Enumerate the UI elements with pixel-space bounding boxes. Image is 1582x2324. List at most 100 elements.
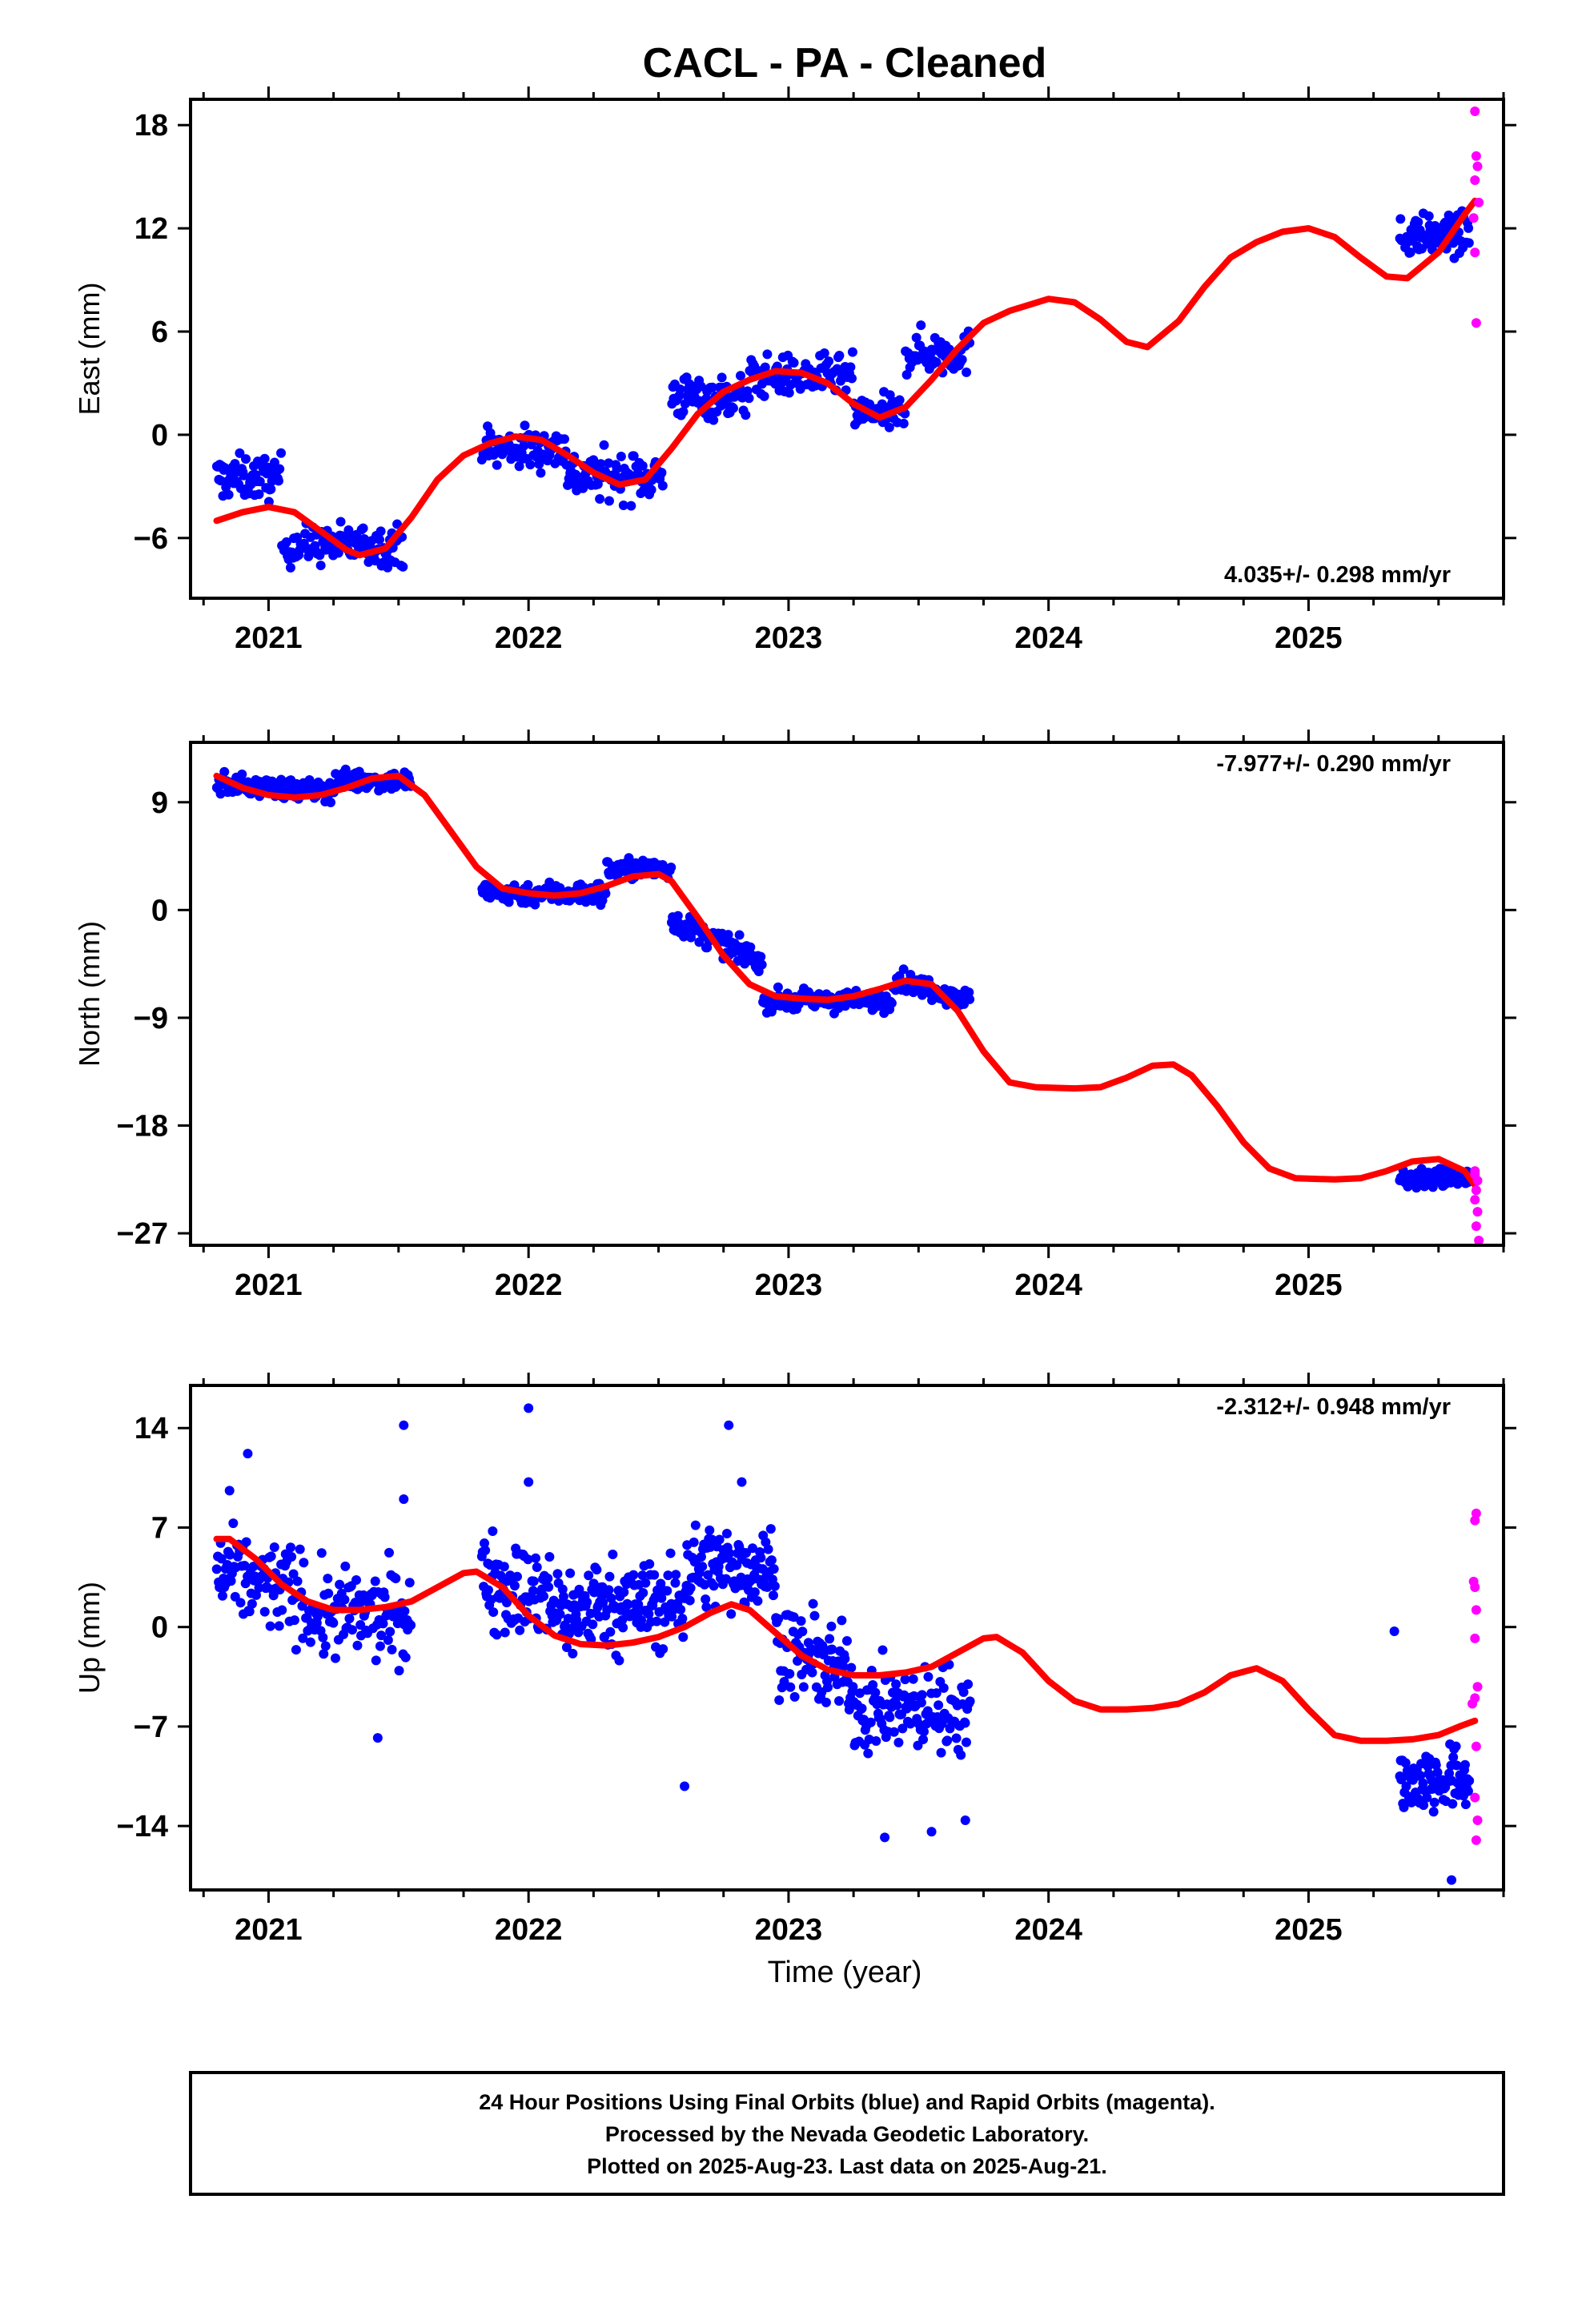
east-final-point (275, 464, 285, 474)
up-rapid-point (1468, 1699, 1478, 1709)
up-final-point (614, 1655, 624, 1666)
up-final-point (488, 1607, 499, 1618)
north-rapid-point (1471, 1221, 1481, 1232)
north-final-point (340, 764, 351, 774)
east-rate-label: 4.035+/- 0.298 mm/yr (1224, 562, 1451, 588)
up-final-point (685, 1595, 695, 1606)
up-final-point (1448, 1752, 1459, 1763)
up-final-point (289, 1615, 299, 1626)
footer-line-1: 24 Hour Positions Using Final Orbits (bl… (479, 2090, 1215, 2114)
up-final-point (528, 1586, 538, 1596)
east-final-point (911, 332, 921, 343)
up-final-point (1463, 1786, 1473, 1796)
up-final-point (561, 1642, 572, 1652)
east-final-point (628, 451, 639, 461)
up-final-point (558, 1591, 568, 1602)
east-final-points (211, 206, 1474, 573)
up-final-point (543, 1574, 553, 1584)
east-panel: 2021 2022 2023 2024 2025 −6 0 6 12 18 East (mm) 4.0… (73, 86, 1516, 655)
up-final-point (288, 1569, 299, 1579)
up-final-point (391, 1573, 401, 1583)
east-rapid-point (1471, 151, 1481, 161)
east-ytick-label: −6 (134, 522, 168, 556)
up-final-point (785, 1669, 795, 1679)
up-final-point (500, 1627, 510, 1638)
up-rapid-point (1472, 1815, 1483, 1826)
north-final-point (757, 959, 767, 970)
up-final-point (1429, 1797, 1439, 1807)
up-final-point (1447, 1799, 1458, 1809)
up-final-point (644, 1609, 654, 1619)
north-final-point (1411, 1183, 1422, 1193)
east-rapid-point (1474, 197, 1484, 207)
up-final-point (269, 1542, 279, 1553)
up-final-point (286, 1542, 296, 1553)
east-final-point (728, 403, 738, 413)
up-final-point (707, 1534, 717, 1545)
up-final-point (749, 1587, 760, 1598)
footer-box: 24 Hour Positions Using Final Orbits (bl… (189, 2071, 1505, 2196)
up-final-point (1400, 1758, 1411, 1768)
up-rapid-point (1471, 1741, 1481, 1751)
up-final-point (555, 1609, 565, 1619)
up-xtick-label: 2022 (495, 1913, 563, 1947)
up-final-point (372, 1733, 383, 1743)
up-final-point (1447, 1875, 1457, 1885)
up-rapid-point (1470, 1792, 1480, 1803)
east-final-point (595, 493, 605, 504)
plot-title: CACL - PA - Cleaned (643, 40, 1047, 86)
east-final-point (916, 320, 926, 331)
up-final-point (604, 1585, 614, 1595)
up-final-point (623, 1599, 633, 1610)
east-xtick-label: 2022 (495, 621, 563, 655)
up-final-point (319, 1649, 329, 1659)
up-final-point (251, 1590, 262, 1600)
up-final-point (241, 1537, 251, 1547)
up-rapid-point (1470, 1582, 1480, 1592)
up-final-point (239, 1561, 250, 1571)
up-final-point (774, 1695, 785, 1706)
east-final-point (492, 460, 502, 470)
up-final-point (857, 1703, 867, 1714)
up-final-point (885, 1712, 895, 1723)
east-rapid-point (1470, 107, 1480, 117)
east-final-point (957, 355, 967, 365)
up-final-point (765, 1524, 776, 1534)
east-final-point (1405, 247, 1415, 258)
up-final-point (387, 1644, 397, 1655)
up-final-point (870, 1687, 881, 1698)
east-rapid-point (1470, 247, 1480, 258)
east-final-point (618, 501, 628, 511)
east-final-point (884, 422, 894, 432)
north-final-points (211, 764, 1474, 1193)
up-final-point (291, 1645, 301, 1655)
north-xtick-label: 2023 (755, 1269, 823, 1302)
up-rapid-point (1471, 1508, 1481, 1518)
east-final-point (901, 369, 912, 380)
up-final-point (539, 1591, 549, 1602)
up-final-point (893, 1737, 904, 1747)
up-final-point (339, 1594, 350, 1605)
up-final-point (557, 1584, 568, 1594)
up-final-point (821, 1697, 831, 1707)
north-final-point (237, 769, 247, 779)
east-final-point (657, 480, 668, 491)
east-final-point (559, 434, 569, 444)
up-ytick-label: −7 (134, 1711, 168, 1744)
up-final-point (956, 1750, 966, 1760)
up-final-point (640, 1578, 651, 1588)
up-final-point (328, 1618, 339, 1628)
up-final-point (1431, 1759, 1441, 1770)
up-final-point (1444, 1768, 1455, 1779)
east-final-point (1423, 211, 1434, 221)
east-xtick-label: 2023 (755, 621, 823, 655)
up-final-point (663, 1570, 673, 1581)
up-final-point (934, 1700, 944, 1711)
up-final-point (1428, 1807, 1439, 1817)
up-rapid-point (1470, 1633, 1480, 1643)
east-final-point (616, 452, 626, 462)
north-ytick-label: −27 (117, 1217, 168, 1251)
up-final-point (908, 1674, 918, 1684)
east-final-point (514, 461, 524, 472)
footer-line-3: Plotted on 2025-Aug-23. Last data on 202… (587, 2154, 1107, 2178)
